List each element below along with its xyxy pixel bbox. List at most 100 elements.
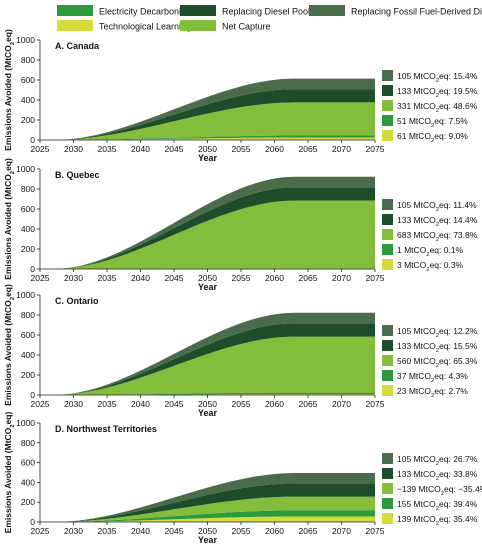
panel-labels: 105 MtCO2eq: 12.2% 133 MtCO2eq: 15.5% 560 … [382,325,478,399]
series-label-replacing-fossil-fuel-derived-diesel: 105 MtCO2eq: 11.4% [382,199,477,213]
x-tick-label: 2025 [31,526,50,536]
series-label-electricity-decarbonization: 1 MtCO2eq: 0.1% [382,244,464,258]
series-label-text: 105 MtCO2eq: 12.2% [397,326,478,339]
y-tick-label: 800 [21,55,35,65]
area-electricity-decarbonization [40,510,375,522]
legend-label: Replacing Diesel Pool [222,7,310,17]
x-tick-label: 2035 [98,273,117,283]
y-tick-label: 800 [21,310,35,320]
series-swatch [382,370,393,381]
series-swatch [382,130,393,141]
series-label-text: 1 MtCO2eq: 0.1% [397,245,464,258]
y-tick-label: 600 [21,330,35,340]
series-label-replacing-diesel-pool: 133 MtCO2eq: 15.5% [382,340,478,354]
series-label-text: 51 MtCO2eq: 7.5% [397,116,468,129]
x-tick-label: 2030 [64,399,83,409]
x-tick-label: 2050 [198,399,217,409]
x-tick-label: 2075 [366,399,385,409]
area-replacing-diesel-pool [40,89,375,140]
series-label-technological-learning: 139 MtCO2eq: 35.4% [382,513,478,527]
series-label-replacing-fossil-fuel-derived-diesel: 105 MtCO2eq: 12.2% [382,325,478,339]
x-tick-label: 2055 [232,144,251,154]
series-swatch [382,115,393,126]
series-swatch [382,355,393,366]
y-tick-label: 0 [30,517,35,527]
series-label-text: 37 MtCO2eq: 4.3% [397,371,468,384]
series-swatch [382,85,393,96]
series-label-net-capture: −139 MtCO2eq: −35.4% [382,483,482,497]
area-net-capture [40,496,375,522]
y-tick-label: 0 [30,135,35,145]
x-tick-label: 2035 [98,526,117,536]
x-tick-label: 2050 [198,144,217,154]
y-tick-label: 200 [21,370,35,380]
legend-item-replacing-fossil-fuel-derived-diesel: Replacing Fossil Fuel-Derived Diesel [309,5,482,17]
panel-labels: 105 MtCO2eq: 11.4% 133 MtCO2eq: 14.4% 683 … [382,199,478,273]
series-label-text: 331 MtCO2eq: 48.6% [397,101,478,114]
legend-swatch [180,5,216,16]
x-tick-label: 2050 [198,273,217,283]
y-axis-label: Emissions Avoided (MtCO2eq) [3,29,16,151]
series-label-text: 3 MtCO2eq: 0.3% [397,260,464,273]
area-net-capture [40,336,375,395]
series-swatch [382,483,393,494]
x-tick-label: 2065 [299,144,318,154]
x-tick-label: 2065 [299,399,318,409]
series-swatch [382,70,393,81]
panel-labels: 105 MtCO2eq: 26.7% 133 MtCO2eq: 33.8% −139… [382,453,482,527]
panel-labels: 105 MtCO2eq: 15.4% 133 MtCO2eq: 19.5% 331 … [382,70,478,144]
legend-label: Net Capture [222,22,271,32]
x-axis-label: Year [198,535,218,545]
x-tick-label: 2070 [332,399,351,409]
series-swatch [382,340,393,351]
y-axis-label: Emissions Avoided (MtCO2eq) [3,284,16,406]
series-label-technological-learning: 61 MtCO2eq: 9.0% [382,130,468,144]
legend-item-net-capture: Net Capture [180,20,271,32]
figure-legend: Electricity Decarbonization Replacing Die… [57,5,482,32]
panel-title: A. Canada [55,41,100,51]
area-technological-learning [40,516,375,522]
series-label-text: 105 MtCO2eq: 11.4% [397,200,477,213]
area-replacing-diesel-pool [40,323,375,395]
x-tick-label: 2045 [165,526,184,536]
series-label-text: −139 MtCO2eq: −35.4% [397,484,482,497]
series-label-text: 133 MtCO2eq: 19.5% [397,86,478,99]
x-tick-label: 2025 [31,144,50,154]
area-net-capture [40,102,375,140]
x-tick-label: 2025 [31,273,50,283]
series-label-electricity-decarbonization: 37 MtCO2eq: 4.3% [382,370,468,384]
series-label-text: 683 MtCO2eq: 73.8% [397,230,478,243]
y-tick-label: 200 [21,497,35,507]
y-tick-label: 0 [30,264,35,274]
legend-label: Technological Learning [99,22,191,32]
panel-title: C. Ontario [55,296,99,306]
y-tick-label: 400 [21,350,35,360]
x-axis-label: Year [198,408,218,418]
series-swatch [382,244,393,255]
area-replacing-diesel-pool [40,187,375,269]
series-label-text: 61 MtCO2eq: 9.0% [397,131,468,144]
series-label-replacing-diesel-pool: 133 MtCO2eq: 19.5% [382,85,478,99]
area-replacing-fossil-fuel-derived-diesel [40,176,375,269]
area-net-capture [40,200,375,269]
x-tick-label: 2055 [232,526,251,536]
x-tick-label: 2070 [332,273,351,283]
y-axis-label: Emissions Avoided (MtCO2eq) [3,411,16,533]
legend-swatch [180,20,216,31]
x-tick-label: 2070 [332,144,351,154]
area-replacing-fossil-fuel-derived-diesel [40,312,375,395]
legend-swatch [309,5,345,16]
series-swatch [382,199,393,210]
x-tick-label: 2035 [98,144,117,154]
x-tick-label: 2035 [98,399,117,409]
x-tick-label: 2075 [366,144,385,154]
series-swatch [382,214,393,225]
y-tick-label: 600 [21,204,35,214]
x-tick-label: 2055 [232,399,251,409]
y-axis-label: Emissions Avoided (MtCO2eq) [3,158,16,280]
panel-a-canada: 0 200 400 600 800 1000 2025 2030 2035 2040 2045 205… [3,29,478,163]
area-replacing-fossil-fuel-derived-diesel [40,78,375,140]
y-tick-label: 0 [30,390,35,400]
legend-swatch [57,20,93,31]
y-tick-label: 200 [21,244,35,254]
